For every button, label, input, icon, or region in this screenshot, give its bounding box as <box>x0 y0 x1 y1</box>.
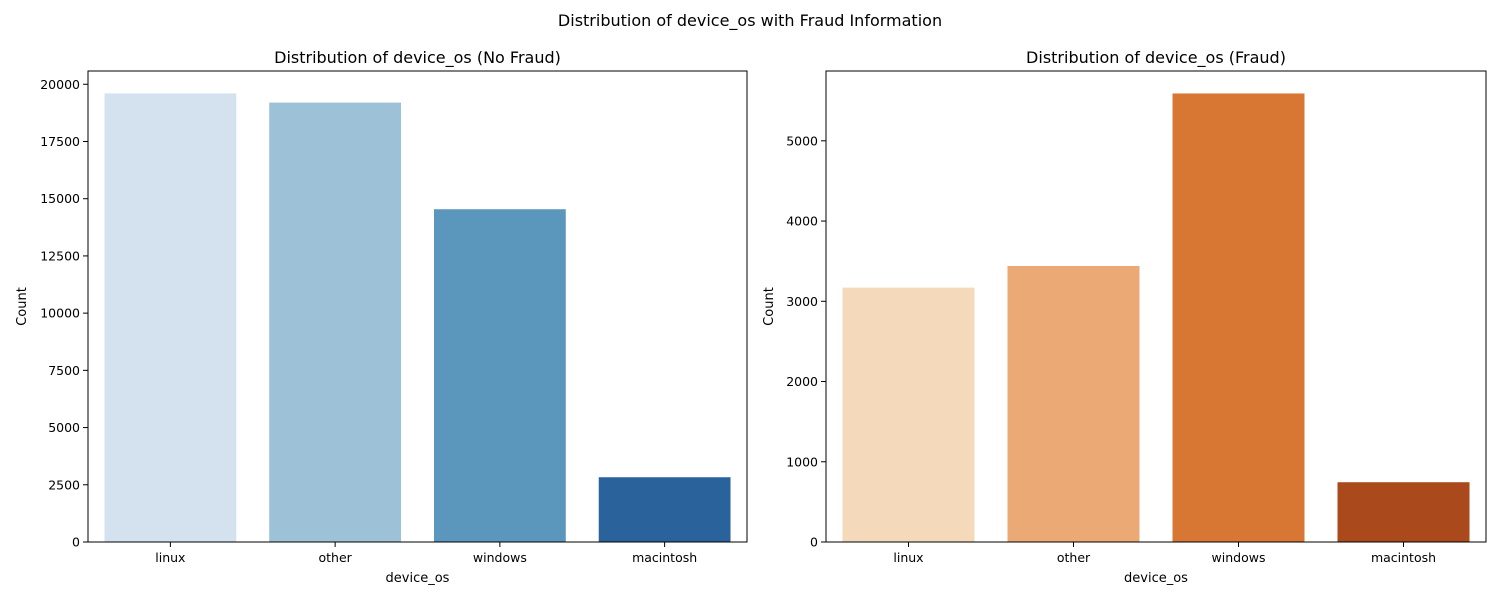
chart-fraud-bar-other <box>1007 265 1140 542</box>
chart-fraud-ytick-label: 3000 <box>786 294 818 309</box>
chart-fraud-ytick-label: 0 <box>810 535 818 550</box>
chart-no-fraud-ytick-label: 5000 <box>48 420 80 435</box>
chart-fraud-xtick-label: macintosh <box>1371 550 1436 565</box>
chart-no-fraud-ytick-label: 7500 <box>48 363 80 378</box>
chart-fraud-xtick-label: other <box>1057 550 1091 565</box>
chart-fraud-title: Distribution of device_os (Fraud) <box>1026 48 1286 68</box>
chart-no-fraud-title: Distribution of device_os (No Fraud) <box>274 48 561 68</box>
chart-no-fraud-ytick-label: 10000 <box>40 306 80 321</box>
chart-no-fraud-axes-frame <box>87 70 748 543</box>
chart-fraud-ytick-label: 5000 <box>786 133 818 148</box>
chart-fraud-bar-macintosh <box>1337 482 1470 542</box>
chart-no-fraud-ylabel: Count <box>15 287 30 326</box>
chart-fraud-axes-frame <box>825 70 1487 543</box>
chart-fraud-xtick-label: linux <box>893 550 923 565</box>
chart-fraud-ytick-label: 2000 <box>786 374 818 389</box>
chart-fraud-bar-linux <box>842 287 975 542</box>
chart-no-fraud-xtick-label: macintosh <box>632 550 697 565</box>
chart-no-fraud-ytick-label: 17500 <box>40 134 80 149</box>
chart-no-fraud: Distribution of device_os (No Fraud) dev… <box>15 48 748 586</box>
chart-no-fraud-ytick-label: 20000 <box>40 77 80 92</box>
chart-fraud-xlabel: device_os <box>1124 571 1188 586</box>
chart-fraud-ytick-label: 4000 <box>786 214 818 229</box>
chart-no-fraud-xlabel: device_os <box>386 571 450 586</box>
chart-no-fraud-bar-windows <box>433 209 566 543</box>
chart-no-fraud-ytick-label: 2500 <box>48 477 80 492</box>
chart-fraud-ytick-label: 1000 <box>786 454 818 469</box>
chart-no-fraud-xtick-label: other <box>318 550 352 565</box>
chart-fraud-bar-windows <box>1172 93 1305 542</box>
chart-no-fraud-ytick-label: 0 <box>72 535 80 550</box>
chart-fraud-ylabel: Count <box>762 287 777 326</box>
chart-no-fraud-bar-other <box>269 102 402 542</box>
figure-title: Distribution of device_os with Fraud Inf… <box>558 11 942 31</box>
chart-no-fraud-bar-macintosh <box>598 477 731 542</box>
chart-no-fraud-xtick-label: linux <box>155 550 185 565</box>
chart-no-fraud-ytick-label: 15000 <box>40 191 80 206</box>
chart-no-fraud-bar-linux <box>104 93 237 542</box>
chart-fraud-xtick-label: windows <box>1212 550 1266 565</box>
chart-fraud: Distribution of device_os (Fraud) device… <box>762 48 1487 586</box>
chart-no-fraud-ytick-label: 12500 <box>40 248 80 263</box>
chart-no-fraud-xtick-label: windows <box>473 550 527 565</box>
